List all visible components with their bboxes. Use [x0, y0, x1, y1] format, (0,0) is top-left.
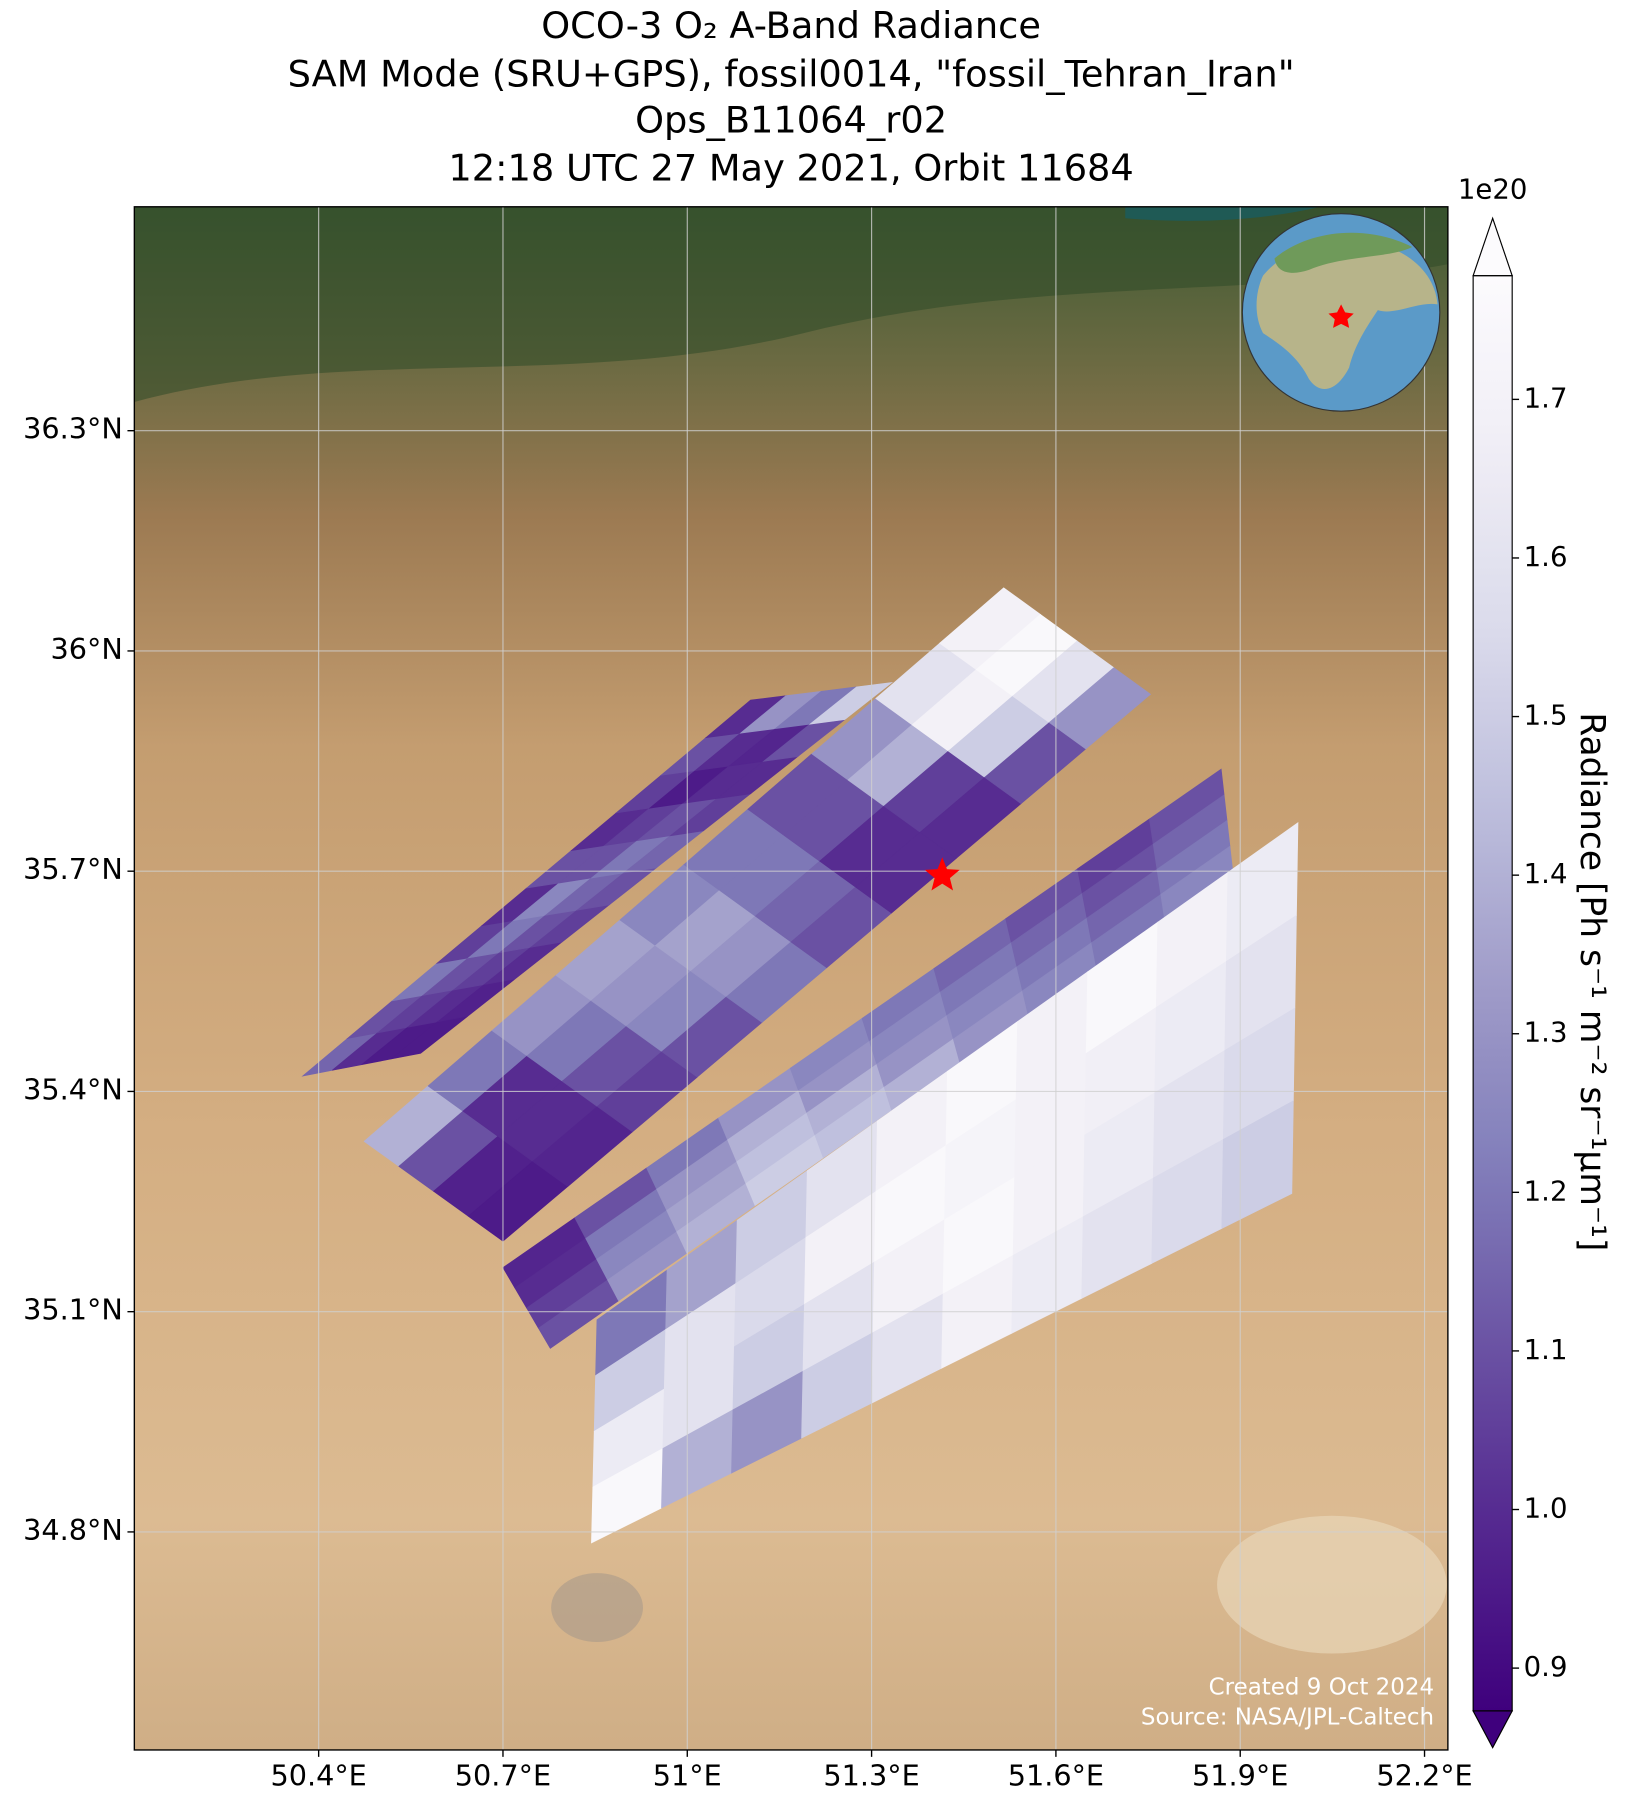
target-marker: [924, 857, 960, 891]
y-tick-label: 35.4°N: [23, 1072, 123, 1106]
footer-text: Source: NASA/JPL-Caltech: [1141, 1704, 1434, 1730]
colorbar-extend-top: [1472, 216, 1513, 277]
colorbar-tick-label: 1.5: [1524, 700, 1568, 732]
footer-text: Created 9 Oct 2024: [1209, 1674, 1434, 1700]
x-tick-label: 50.4°E: [270, 1759, 366, 1793]
swaths: [301, 587, 1299, 1544]
y-tick-label: 36°N: [51, 632, 123, 666]
colorbar: 1e20 Radiance [Ph s⁻¹ m⁻² sr⁻¹μm⁻¹] 0.9 1…: [1458, 174, 1612, 1749]
x-tick-label: 51.9°E: [1192, 1759, 1288, 1793]
y-tick-label: 35.1°N: [23, 1293, 123, 1327]
title-line: SAM Mode (SRU+GPS), fossil0014, "fossil_…: [288, 52, 1295, 95]
mountains: [134, 206, 1448, 402]
y-tick-label: 36.3°N: [23, 412, 123, 446]
footer: Created 9 Oct 2024 Source: NASA/JPL-Calt…: [1141, 1674, 1434, 1730]
inset-globe: [1241, 213, 1441, 412]
globe-marker: [1328, 304, 1354, 328]
x-tick-label: 52.2°E: [1376, 1759, 1472, 1793]
title-line: OCO-3 O₂ A-Band Radiance: [541, 4, 1041, 47]
sea: [1125, 206, 1321, 221]
colorbar-tick-label: 1.6: [1524, 541, 1568, 573]
colorbar-tick-label: 1.3: [1524, 1017, 1568, 1049]
y-tick-label: 34.8°N: [23, 1513, 123, 1547]
x-tick-label: 50.7°E: [455, 1759, 551, 1793]
x-tick-label: 51.6°E: [1008, 1759, 1104, 1793]
colorbar-label: Radiance [Ph s⁻¹ m⁻² sr⁻¹μm⁻¹]: [1572, 712, 1612, 1251]
colorbar-tick-label: 1.7: [1524, 382, 1568, 414]
map-area: [134, 206, 1448, 1750]
colorbar-tick-label: 1.2: [1524, 1175, 1568, 1207]
colorbar-tick-label: 1.4: [1524, 858, 1568, 890]
salt-flat: [1217, 1515, 1447, 1654]
title-line: Ops_B11064_r02: [635, 98, 947, 141]
colorbar-extend-bottom: [1472, 1710, 1514, 1749]
colorbar-tick-label: 1.0: [1524, 1493, 1568, 1525]
title-block: OCO-3 O₂ A-Band Radiance SAM Mode (SRU+G…: [288, 4, 1295, 189]
city: [551, 1573, 643, 1643]
globe-land: [1274, 232, 1413, 273]
colorbar-body: [1473, 275, 1513, 1711]
title-line: 12:18 UTC 27 May 2021, Orbit 11684: [448, 147, 1133, 190]
x-tick-label: 51.3°E: [823, 1759, 919, 1793]
colorbar-tick-label: 1.1: [1524, 1334, 1568, 1366]
y-tick-label: 35.7°N: [23, 852, 123, 886]
colorbar-tick-label: 0.9: [1524, 1651, 1568, 1683]
map-frame: [133, 206, 1449, 1751]
x-tick-label: 51°E: [653, 1759, 722, 1793]
radiance-cell: [1048, 667, 1152, 750]
grid: [134, 206, 1448, 1750]
colorbar-frame: [1472, 275, 1513, 1712]
colorbar-offset: 1e20: [1458, 174, 1528, 206]
